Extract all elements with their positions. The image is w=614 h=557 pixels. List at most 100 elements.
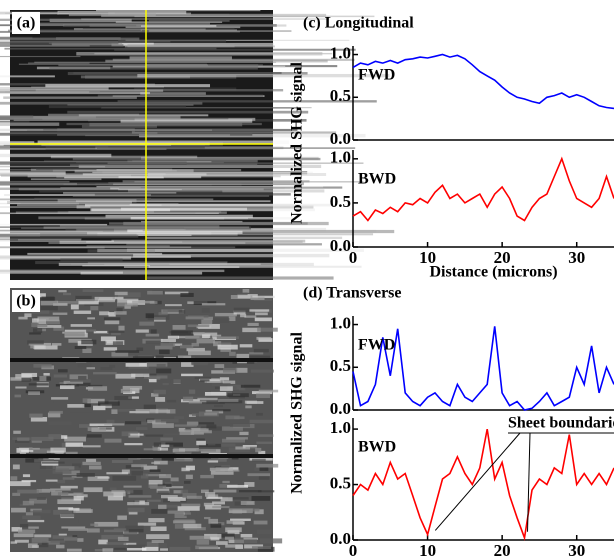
fiber-speckle — [254, 467, 265, 471]
fiber-speckle — [202, 402, 225, 405]
fiber-speckle — [130, 433, 144, 436]
fiber-speckle — [128, 365, 149, 369]
fiber-streak — [115, 21, 223, 23]
fiber-streak — [0, 212, 219, 214]
fiber-speckle — [158, 444, 170, 448]
fiber-speckle — [21, 479, 37, 483]
chart-title: (c) Longitudinal — [303, 15, 414, 32]
fiber-streak — [114, 48, 356, 51]
fiber-speckle — [191, 361, 209, 365]
y-tick-label: 0.0 — [330, 236, 351, 255]
fiber-speckle — [164, 433, 180, 436]
fiber-speckle — [221, 438, 246, 443]
fiber-streak — [97, 248, 274, 253]
fiber-speckle — [228, 510, 247, 514]
y-axis-label: Normalized SHG signal — [289, 332, 306, 494]
fiber-speckle — [70, 304, 79, 310]
fiber-speckle — [61, 497, 81, 501]
fiber-speckle — [30, 448, 54, 453]
fiber-streak — [1, 174, 132, 177]
fiber-streak — [20, 203, 179, 205]
fiber-speckle — [112, 355, 135, 361]
fiber-streak — [37, 140, 290, 144]
fiber-speckle — [251, 546, 272, 550]
fiber-speckle — [82, 289, 104, 292]
fiber-speckle — [170, 477, 179, 482]
fiber-speckle — [229, 423, 250, 427]
fiber-streak — [80, 271, 203, 275]
fiber-speckle — [78, 375, 87, 380]
fiber-speckle — [228, 316, 236, 322]
fiber-speckle — [22, 474, 31, 478]
fiber-speckle — [174, 424, 197, 427]
fiber-speckle — [258, 450, 266, 455]
fiber-speckle — [258, 476, 270, 480]
fiber-speckle — [152, 445, 159, 451]
fiber-speckle — [127, 507, 145, 513]
fiber-streak — [0, 223, 108, 226]
fiber-speckle — [159, 474, 172, 479]
fiber-speckle — [103, 491, 126, 497]
fiber-speckle — [190, 432, 204, 435]
fiber-speckle — [114, 311, 127, 315]
fiber-speckle — [213, 489, 237, 493]
fiber-streak — [57, 134, 230, 136]
fiber-speckle — [257, 434, 274, 437]
fiber-speckle — [112, 341, 123, 346]
fiber-speckle — [12, 464, 20, 470]
fiber-speckle — [71, 475, 83, 479]
fiber-speckle — [114, 296, 124, 300]
fiber-streak — [119, 186, 343, 189]
fiber-speckle — [178, 310, 186, 314]
fiber-speckle — [182, 396, 194, 402]
fiber-speckle — [22, 352, 42, 355]
fiber-speckle — [256, 393, 271, 399]
fiber-streak — [140, 25, 217, 27]
fiber-speckle — [52, 535, 73, 539]
fiber-speckle — [70, 324, 92, 327]
fiber-speckle — [160, 338, 176, 343]
fiber-speckle — [11, 507, 26, 513]
fiber-streak — [126, 243, 322, 246]
fiber-speckle — [229, 351, 236, 356]
fiber-speckle — [87, 386, 108, 391]
fiber-speckle — [122, 385, 143, 390]
fiber-speckle — [114, 291, 128, 296]
fiber-streak — [0, 37, 140, 41]
fiber-speckle — [21, 377, 31, 382]
fiber-speckle — [145, 333, 160, 337]
fiber-speckle — [104, 320, 120, 325]
fiber-speckle — [73, 310, 92, 314]
fiber-streak — [0, 44, 124, 47]
fiber-speckle — [228, 497, 249, 500]
fiber-streak — [140, 92, 206, 96]
series-label: FWD — [358, 337, 395, 354]
fiber-speckle — [68, 338, 92, 343]
fiber-speckle — [250, 369, 274, 373]
fiber-speckle — [51, 490, 63, 496]
fiber-streak — [3, 96, 137, 99]
fiber-streak — [127, 189, 325, 193]
fiber-speckle — [196, 438, 205, 441]
fiber-speckle — [117, 536, 129, 542]
fiber-speckle — [29, 332, 41, 335]
fiber-speckle — [128, 529, 144, 533]
fiber-speckle — [249, 419, 273, 424]
fiber-speckle — [179, 448, 199, 452]
fiber-speckle — [172, 520, 196, 524]
x-tick-label: 30 — [568, 248, 585, 267]
fiber-speckle — [111, 460, 133, 463]
fiber-speckle — [166, 409, 176, 414]
fiber-speckle — [214, 404, 223, 408]
fiber-streak — [127, 159, 258, 163]
fiber-speckle — [153, 389, 166, 395]
fiber-speckle — [87, 398, 105, 404]
fiber-speckle — [237, 292, 248, 296]
fiber-speckle — [245, 405, 252, 409]
fiber-speckle — [252, 391, 273, 395]
fiber-streak — [0, 180, 70, 183]
fiber-speckle — [188, 400, 207, 404]
fiber-speckle — [259, 538, 283, 544]
fiber-speckle — [170, 379, 182, 384]
fiber-speckle — [70, 412, 92, 415]
